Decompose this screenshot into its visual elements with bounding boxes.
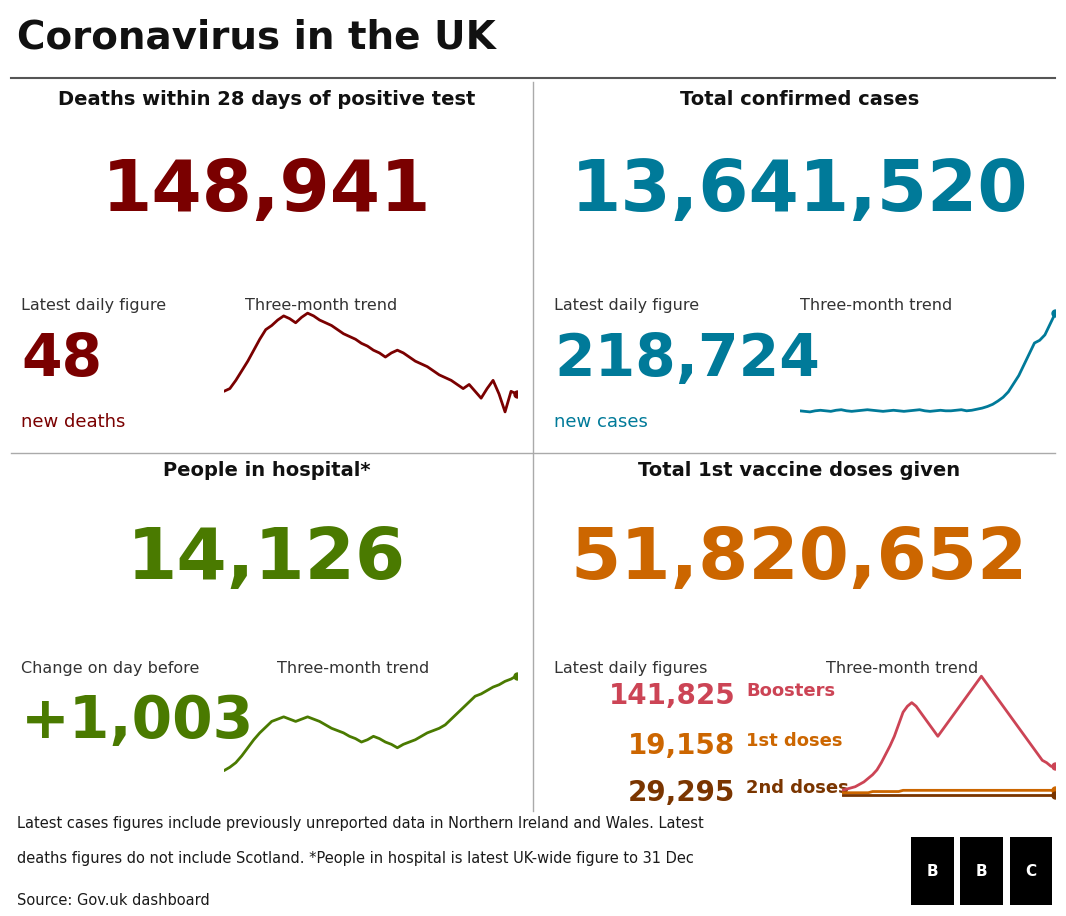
FancyBboxPatch shape — [911, 837, 954, 905]
Text: Three-month trend: Three-month trend — [277, 660, 430, 676]
Text: Total confirmed cases: Total confirmed cases — [680, 90, 919, 109]
Text: B: B — [927, 864, 938, 878]
Text: new deaths: new deaths — [21, 413, 126, 431]
Text: 13,641,520: 13,641,520 — [570, 157, 1029, 225]
Text: 2nd doses: 2nd doses — [746, 779, 849, 797]
FancyBboxPatch shape — [1010, 837, 1052, 905]
Text: Deaths within 28 days of positive test: Deaths within 28 days of positive test — [58, 90, 475, 109]
Text: 14,126: 14,126 — [127, 525, 406, 594]
Text: Latest daily figure: Latest daily figure — [21, 298, 166, 312]
Text: 141,825: 141,825 — [609, 682, 736, 710]
Text: Change on day before: Change on day before — [21, 660, 199, 676]
Text: B: B — [976, 864, 987, 878]
Text: People in hospital*: People in hospital* — [163, 461, 370, 480]
Text: 148,941: 148,941 — [101, 157, 432, 225]
Text: 51,820,652: 51,820,652 — [571, 525, 1028, 594]
Text: Source: Gov.uk dashboard: Source: Gov.uk dashboard — [17, 893, 210, 908]
Text: Three-month trend: Three-month trend — [245, 298, 398, 312]
Text: 218,724: 218,724 — [554, 331, 820, 388]
Text: Latest daily figure: Latest daily figure — [554, 298, 699, 312]
FancyBboxPatch shape — [960, 837, 1003, 905]
Text: deaths figures do not include Scotland. *People in hospital is latest UK-wide fi: deaths figures do not include Scotland. … — [17, 851, 694, 866]
Text: 1st doses: 1st doses — [746, 732, 843, 750]
Text: Three-month trend: Three-month trend — [826, 660, 979, 676]
Text: Total 1st vaccine doses given: Total 1st vaccine doses given — [639, 461, 960, 480]
Text: new cases: new cases — [554, 413, 648, 431]
Text: NEWS: NEWS — [1065, 864, 1066, 878]
Text: Latest daily figures: Latest daily figures — [554, 660, 708, 676]
Text: Boosters: Boosters — [746, 682, 836, 700]
Text: C: C — [1025, 864, 1036, 878]
Text: 29,295: 29,295 — [628, 779, 736, 806]
Text: +1,003: +1,003 — [21, 692, 255, 750]
Text: Three-month trend: Three-month trend — [800, 298, 952, 312]
Text: Latest cases figures include previously unreported data in Northern Ireland and : Latest cases figures include previously … — [17, 816, 704, 831]
Text: 19,158: 19,158 — [628, 732, 736, 760]
Text: Coronavirus in the UK: Coronavirus in the UK — [17, 18, 496, 56]
Text: 48: 48 — [21, 331, 102, 388]
